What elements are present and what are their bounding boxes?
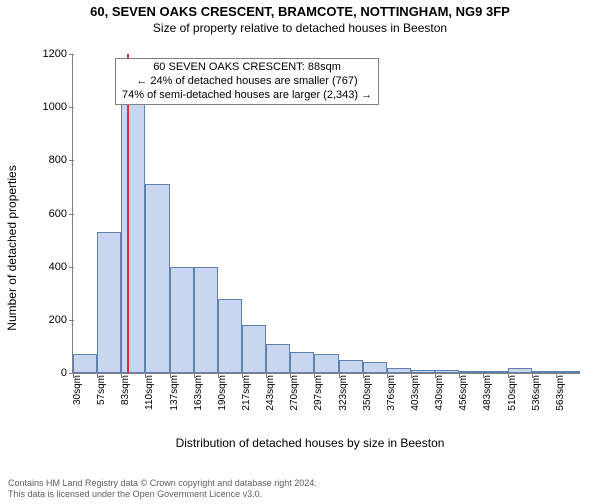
x-tick: 376sqm bbox=[386, 373, 397, 411]
y-tick: 200 bbox=[49, 314, 73, 326]
footer-attribution: Contains HM Land Registry data © Crown c… bbox=[8, 478, 317, 500]
histogram-bar bbox=[290, 352, 314, 373]
histogram-bar bbox=[242, 325, 266, 373]
annotation-box: 60 SEVEN OAKS CRESCENT: 88sqm ← 24% of d… bbox=[115, 58, 379, 105]
y-tick: 1000 bbox=[43, 101, 73, 113]
y-tick: 600 bbox=[49, 208, 73, 220]
histogram-bar bbox=[218, 299, 242, 373]
x-tick: 83sqm bbox=[120, 373, 131, 405]
x-tick: 456sqm bbox=[458, 373, 469, 411]
histogram-bar bbox=[170, 267, 194, 373]
x-tick: 137sqm bbox=[169, 373, 180, 411]
x-tick: 323sqm bbox=[338, 373, 349, 411]
x-tick: 510sqm bbox=[507, 373, 518, 411]
plot-area: 02004006008001000120030sqm57sqm83sqm110s… bbox=[72, 54, 580, 374]
x-tick: 563sqm bbox=[555, 373, 566, 411]
histogram-bar bbox=[194, 267, 218, 373]
annot-line3: 74% of semi-detached houses are larger (… bbox=[122, 89, 372, 103]
annot-line2: ← 24% of detached houses are smaller (76… bbox=[122, 75, 372, 89]
histogram-bar bbox=[121, 91, 145, 373]
footer-line1: Contains HM Land Registry data © Crown c… bbox=[8, 478, 317, 489]
y-tick: 800 bbox=[49, 154, 73, 166]
x-tick: 30sqm bbox=[72, 373, 83, 405]
chart-title: 60, SEVEN OAKS CRESCENT, BRAMCOTE, NOTTI… bbox=[0, 4, 600, 19]
x-axis-label: Distribution of detached houses by size … bbox=[176, 436, 445, 450]
histogram-bar bbox=[73, 354, 97, 373]
x-tick: 217sqm bbox=[241, 373, 252, 411]
x-tick: 350sqm bbox=[362, 373, 373, 411]
histogram-bar bbox=[363, 362, 387, 373]
x-tick: 57sqm bbox=[96, 373, 107, 405]
annot-line1: 60 SEVEN OAKS CRESCENT: 88sqm bbox=[122, 61, 372, 75]
x-tick: 110sqm bbox=[144, 373, 155, 410]
histogram-bar bbox=[266, 344, 290, 373]
histogram-bar bbox=[145, 184, 169, 373]
chart-subtitle: Size of property relative to detached ho… bbox=[0, 21, 600, 35]
x-tick: 297sqm bbox=[313, 373, 324, 411]
x-tick: 536sqm bbox=[531, 373, 542, 411]
x-tick: 243sqm bbox=[265, 373, 276, 411]
y-tick: 1200 bbox=[43, 48, 73, 60]
x-tick: 163sqm bbox=[193, 373, 204, 411]
x-tick: 430sqm bbox=[434, 373, 445, 411]
y-tick: 400 bbox=[49, 261, 73, 273]
x-tick: 270sqm bbox=[289, 373, 300, 411]
x-tick: 403sqm bbox=[410, 373, 421, 411]
x-tick: 190sqm bbox=[217, 373, 228, 411]
histogram-bar bbox=[97, 232, 121, 373]
footer-line2: This data is licensed under the Open Gov… bbox=[8, 489, 317, 500]
x-tick: 483sqm bbox=[482, 373, 493, 411]
y-axis-label: Number of detached properties bbox=[5, 165, 19, 330]
histogram-bar bbox=[339, 360, 363, 373]
chart-container: Number of detached properties 0200400600… bbox=[30, 48, 590, 448]
histogram-bar bbox=[314, 354, 338, 373]
